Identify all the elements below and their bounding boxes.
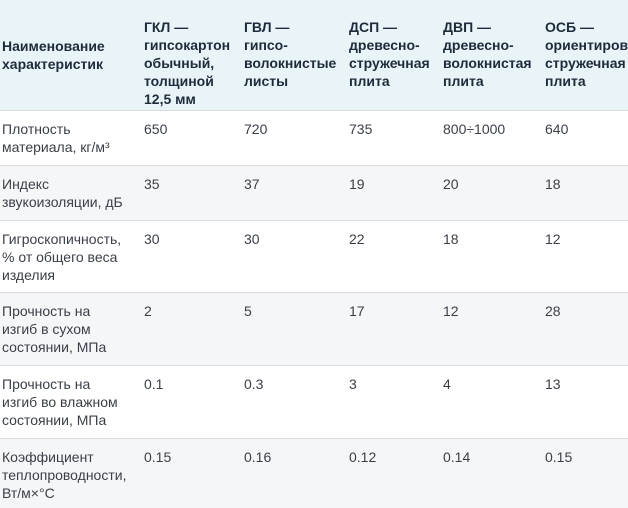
cell-gkl: 650 [144, 120, 168, 137]
row-label: Плотность материала, кг/м³ [2, 120, 110, 155]
header-characteristic: Наименование характеристик [2, 37, 105, 72]
cell-gvl: 0.3 [244, 375, 264, 392]
cell-dsp: 735 [349, 120, 373, 137]
table-row-dry-bending-strength: Прочность на изгиб в сухом состоянии, МП… [0, 292, 628, 365]
cell-osb: 28 [545, 302, 561, 319]
cell-dsp: 19 [349, 175, 365, 192]
row-label: Прочность на изгиб во влажном состоянии,… [2, 375, 118, 428]
cell-dsp: 3 [349, 375, 357, 392]
cell-gkl: 2 [144, 302, 152, 319]
row-label: Прочность на изгиб в сухом состоянии, МП… [2, 302, 107, 355]
cell-osb: 640 [545, 120, 569, 137]
cell-dvp: 0.14 [443, 448, 471, 465]
header-osb: ОСБ — ориентиров стружечная плита [545, 19, 628, 89]
cell-gvl: 37 [244, 175, 260, 192]
header-dsp: ДСП — древесно- стружечная плита [349, 19, 430, 89]
cell-osb: 13 [545, 375, 561, 392]
cell-gvl: 0.16 [244, 448, 272, 465]
cell-gkl: 35 [144, 175, 160, 192]
header-gvl: ГВЛ — гипсо- волокнистые листы [244, 19, 337, 89]
table-row-density: Плотность материала, кг/м³ 650 720 735 8… [0, 110, 628, 165]
table-row-thermal-conductivity: Коэффициент теплопроводности, Вт/м×°C 0.… [0, 438, 628, 508]
cell-dvp: 4 [443, 375, 451, 392]
cell-gvl: 720 [244, 120, 268, 137]
table-row-sound-insulation: Индекс звукоизоляции, дБ 35 37 19 20 18 [0, 165, 628, 220]
row-label: Коэффициент теплопроводности, Вт/м×°C [2, 448, 127, 501]
row-label: Гигроскопичность, % от общего веса издел… [2, 230, 122, 283]
cell-dsp: 0.12 [349, 448, 377, 465]
cell-osb: 18 [545, 175, 561, 192]
cell-dvp: 12 [443, 302, 459, 319]
cell-dsp: 22 [349, 230, 365, 247]
cell-gkl: 30 [144, 230, 160, 247]
cell-dvp: 800÷1000 [443, 120, 506, 137]
table-header-row: Наименование характеристик ГКЛ — гипсока… [0, 0, 628, 110]
cell-dvp: 18 [443, 230, 459, 247]
cell-gvl: 5 [244, 302, 252, 319]
cell-gkl: 0.15 [144, 448, 172, 465]
cell-osb: 0.15 [545, 448, 573, 465]
cell-gvl: 30 [244, 230, 260, 247]
cell-dsp: 17 [349, 302, 365, 319]
row-label: Индекс звукоизоляции, дБ [2, 175, 123, 210]
cell-gkl: 0.1 [144, 375, 164, 392]
header-dvp: ДВП — древесно- волокнистая плита [443, 19, 532, 89]
cell-osb: 12 [545, 230, 561, 247]
header-gkl: ГКЛ — гипсокартон обычный, толщиной 12,5… [144, 19, 231, 107]
cell-dvp: 20 [443, 175, 459, 192]
table-row-hygroscopicity: Гигроскопичность, % от общего веса издел… [0, 220, 628, 292]
table-row-wet-bending-strength: Прочность на изгиб во влажном состоянии,… [0, 365, 628, 438]
